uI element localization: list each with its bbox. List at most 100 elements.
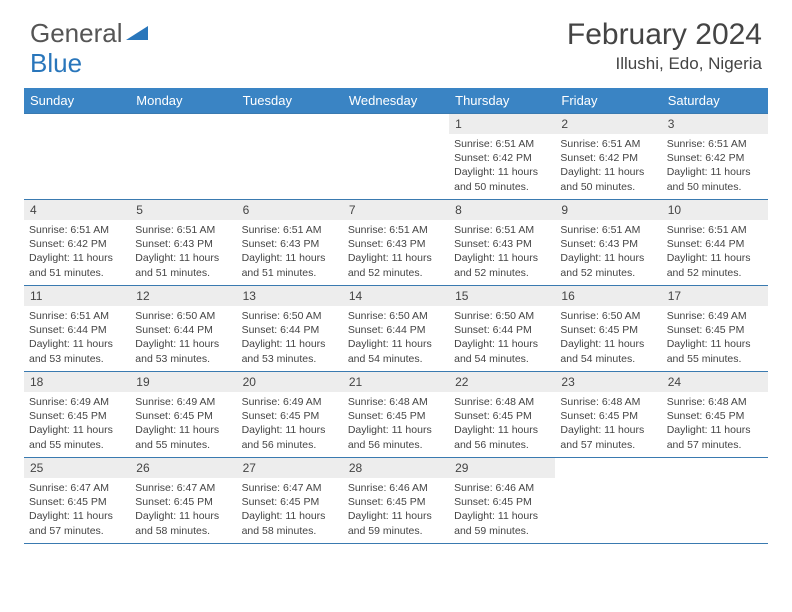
day-header: Thursday [449, 88, 555, 114]
calendar-cell: 5Sunrise: 6:51 AMSunset: 6:43 PMDaylight… [130, 200, 236, 286]
day-number: 9 [555, 200, 661, 220]
day-detail: Sunrise: 6:51 AMSunset: 6:42 PMDaylight:… [555, 134, 661, 198]
day-number [24, 114, 130, 120]
day-number: 10 [662, 200, 768, 220]
calendar-cell: 27Sunrise: 6:47 AMSunset: 6:45 PMDayligh… [237, 458, 343, 544]
day-number: 8 [449, 200, 555, 220]
calendar-cell [555, 458, 661, 544]
day-header: Wednesday [343, 88, 449, 114]
day-detail: Sunrise: 6:48 AMSunset: 6:45 PMDaylight:… [555, 392, 661, 456]
day-number: 29 [449, 458, 555, 478]
calendar-cell [237, 114, 343, 200]
day-number: 18 [24, 372, 130, 392]
day-detail: Sunrise: 6:51 AMSunset: 6:44 PMDaylight:… [24, 306, 130, 370]
calendar-cell: 23Sunrise: 6:48 AMSunset: 6:45 PMDayligh… [555, 372, 661, 458]
day-detail: Sunrise: 6:51 AMSunset: 6:42 PMDaylight:… [662, 134, 768, 198]
day-number: 5 [130, 200, 236, 220]
day-detail: Sunrise: 6:47 AMSunset: 6:45 PMDaylight:… [24, 478, 130, 542]
day-detail: Sunrise: 6:50 AMSunset: 6:44 PMDaylight:… [130, 306, 236, 370]
day-number: 13 [237, 286, 343, 306]
day-detail: Sunrise: 6:46 AMSunset: 6:45 PMDaylight:… [343, 478, 449, 542]
day-detail: Sunrise: 6:49 AMSunset: 6:45 PMDaylight:… [130, 392, 236, 456]
day-detail: Sunrise: 6:50 AMSunset: 6:44 PMDaylight:… [449, 306, 555, 370]
day-number: 11 [24, 286, 130, 306]
calendar-cell: 10Sunrise: 6:51 AMSunset: 6:44 PMDayligh… [662, 200, 768, 286]
calendar-cell: 13Sunrise: 6:50 AMSunset: 6:44 PMDayligh… [237, 286, 343, 372]
day-number: 7 [343, 200, 449, 220]
day-number: 16 [555, 286, 661, 306]
day-detail: Sunrise: 6:51 AMSunset: 6:44 PMDaylight:… [662, 220, 768, 284]
day-header: Monday [130, 88, 236, 114]
day-number: 28 [343, 458, 449, 478]
day-detail: Sunrise: 6:51 AMSunset: 6:43 PMDaylight:… [130, 220, 236, 284]
calendar-cell: 4Sunrise: 6:51 AMSunset: 6:42 PMDaylight… [24, 200, 130, 286]
day-number: 24 [662, 372, 768, 392]
calendar-cell: 14Sunrise: 6:50 AMSunset: 6:44 PMDayligh… [343, 286, 449, 372]
calendar-body: 1Sunrise: 6:51 AMSunset: 6:42 PMDaylight… [24, 114, 768, 544]
calendar-cell: 29Sunrise: 6:46 AMSunset: 6:45 PMDayligh… [449, 458, 555, 544]
day-number: 12 [130, 286, 236, 306]
triangle-icon [126, 18, 148, 49]
day-number: 27 [237, 458, 343, 478]
day-header: Saturday [662, 88, 768, 114]
calendar-header-row: SundayMondayTuesdayWednesdayThursdayFrid… [24, 88, 768, 114]
day-detail: Sunrise: 6:50 AMSunset: 6:44 PMDaylight:… [343, 306, 449, 370]
calendar-cell: 26Sunrise: 6:47 AMSunset: 6:45 PMDayligh… [130, 458, 236, 544]
calendar-cell [343, 114, 449, 200]
day-header: Friday [555, 88, 661, 114]
calendar-cell: 1Sunrise: 6:51 AMSunset: 6:42 PMDaylight… [449, 114, 555, 200]
day-number: 4 [24, 200, 130, 220]
day-detail: Sunrise: 6:47 AMSunset: 6:45 PMDaylight:… [130, 478, 236, 542]
calendar-cell: 2Sunrise: 6:51 AMSunset: 6:42 PMDaylight… [555, 114, 661, 200]
calendar-cell: 22Sunrise: 6:48 AMSunset: 6:45 PMDayligh… [449, 372, 555, 458]
day-detail: Sunrise: 6:49 AMSunset: 6:45 PMDaylight:… [662, 306, 768, 370]
day-detail: Sunrise: 6:48 AMSunset: 6:45 PMDaylight:… [662, 392, 768, 456]
day-detail: Sunrise: 6:51 AMSunset: 6:43 PMDaylight:… [237, 220, 343, 284]
calendar-cell: 16Sunrise: 6:50 AMSunset: 6:45 PMDayligh… [555, 286, 661, 372]
day-number: 1 [449, 114, 555, 134]
day-number: 3 [662, 114, 768, 134]
calendar-cell [130, 114, 236, 200]
day-number: 20 [237, 372, 343, 392]
day-number: 15 [449, 286, 555, 306]
day-number: 22 [449, 372, 555, 392]
day-number: 26 [130, 458, 236, 478]
day-detail: Sunrise: 6:48 AMSunset: 6:45 PMDaylight:… [449, 392, 555, 456]
page-header: General February 2024 Illushi, Edo, Nige… [0, 0, 792, 82]
day-detail: Sunrise: 6:50 AMSunset: 6:44 PMDaylight:… [237, 306, 343, 370]
calendar-cell: 9Sunrise: 6:51 AMSunset: 6:43 PMDaylight… [555, 200, 661, 286]
calendar-cell: 24Sunrise: 6:48 AMSunset: 6:45 PMDayligh… [662, 372, 768, 458]
calendar-cell: 12Sunrise: 6:50 AMSunset: 6:44 PMDayligh… [130, 286, 236, 372]
calendar-cell: 11Sunrise: 6:51 AMSunset: 6:44 PMDayligh… [24, 286, 130, 372]
day-detail: Sunrise: 6:51 AMSunset: 6:42 PMDaylight:… [24, 220, 130, 284]
day-number: 23 [555, 372, 661, 392]
calendar-cell: 17Sunrise: 6:49 AMSunset: 6:45 PMDayligh… [662, 286, 768, 372]
day-header: Tuesday [237, 88, 343, 114]
day-detail: Sunrise: 6:48 AMSunset: 6:45 PMDaylight:… [343, 392, 449, 456]
calendar-table: SundayMondayTuesdayWednesdayThursdayFrid… [24, 88, 768, 544]
day-number [555, 458, 661, 464]
calendar-cell [24, 114, 130, 200]
calendar-cell: 25Sunrise: 6:47 AMSunset: 6:45 PMDayligh… [24, 458, 130, 544]
day-number: 14 [343, 286, 449, 306]
day-number: 25 [24, 458, 130, 478]
day-number [237, 114, 343, 120]
day-detail: Sunrise: 6:46 AMSunset: 6:45 PMDaylight:… [449, 478, 555, 542]
calendar-cell: 6Sunrise: 6:51 AMSunset: 6:43 PMDaylight… [237, 200, 343, 286]
calendar-cell: 21Sunrise: 6:48 AMSunset: 6:45 PMDayligh… [343, 372, 449, 458]
day-header: Sunday [24, 88, 130, 114]
day-detail: Sunrise: 6:47 AMSunset: 6:45 PMDaylight:… [237, 478, 343, 542]
day-number: 6 [237, 200, 343, 220]
day-number [130, 114, 236, 120]
day-number: 21 [343, 372, 449, 392]
day-detail: Sunrise: 6:49 AMSunset: 6:45 PMDaylight:… [24, 392, 130, 456]
logo-text-blue: Blue [30, 48, 82, 79]
logo: General [30, 18, 148, 49]
calendar-cell: 19Sunrise: 6:49 AMSunset: 6:45 PMDayligh… [130, 372, 236, 458]
calendar-cell: 8Sunrise: 6:51 AMSunset: 6:43 PMDaylight… [449, 200, 555, 286]
calendar-cell: 3Sunrise: 6:51 AMSunset: 6:42 PMDaylight… [662, 114, 768, 200]
day-number: 17 [662, 286, 768, 306]
calendar-cell: 15Sunrise: 6:50 AMSunset: 6:44 PMDayligh… [449, 286, 555, 372]
day-number [343, 114, 449, 120]
calendar-cell: 7Sunrise: 6:51 AMSunset: 6:43 PMDaylight… [343, 200, 449, 286]
